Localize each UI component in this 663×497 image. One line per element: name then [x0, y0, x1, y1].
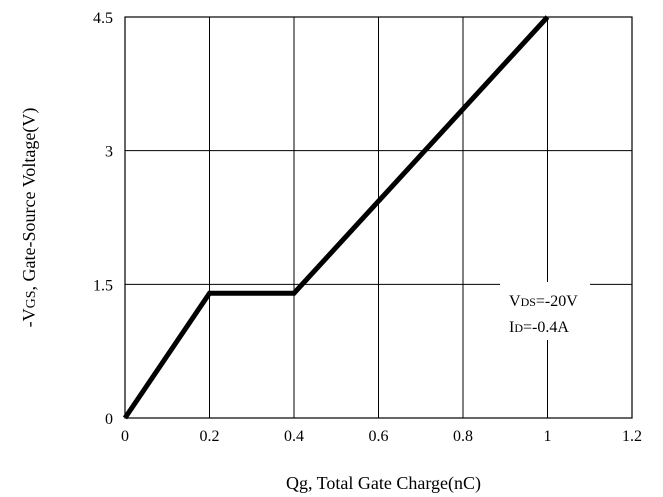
x-tick-label: 1	[544, 428, 552, 445]
x-tick-label: 0.8	[453, 428, 473, 445]
annotation-id-sub: D	[514, 321, 523, 335]
annotation-id-main: I	[509, 319, 514, 336]
series-group	[122, 15, 550, 420]
x-tick-label: 0.4	[284, 428, 304, 445]
x-tick-label: 0	[121, 428, 129, 445]
x-axis-title: Qg, Total Gate Charge(nC)	[286, 473, 481, 494]
y-tick-label: 1.5	[93, 277, 113, 294]
annotation-id-value: =-0.4A	[523, 319, 569, 336]
y-tick-label: 4.5	[93, 10, 113, 27]
grid-lines	[125, 17, 632, 418]
annotation-id: ID=-0.4A	[509, 319, 569, 336]
plot-frame	[124, 16, 633, 419]
annotation-vds-sub: DS	[521, 295, 536, 309]
x-tick-label: 1.2	[622, 428, 642, 445]
x-tick-label: 0.6	[369, 428, 389, 445]
series-line	[122, 15, 550, 420]
annotation-vds: VDS=-20V	[509, 293, 578, 310]
y-axis-title-prefix: -V	[19, 308, 39, 327]
annotation-vds-main: V	[509, 293, 521, 310]
annotation-vds-value: =-20V	[536, 293, 578, 310]
y-tick-label: 0	[105, 411, 113, 428]
y-tick-label: 3	[105, 144, 113, 161]
y-axis-title-subscript: GS	[24, 290, 39, 308]
x-tick-label: 0.2	[200, 428, 220, 445]
tick-labels: 0 0.2 0.4 0.6 0.8 1 1.2 0 1.5 3 4.5	[93, 10, 642, 445]
y-axis-title-suffix: , Gate-Source Voltage(V)	[19, 108, 40, 291]
legend-background	[500, 282, 590, 340]
y-axis-title: -VGS, Gate-Source Voltage(V)	[19, 108, 40, 328]
